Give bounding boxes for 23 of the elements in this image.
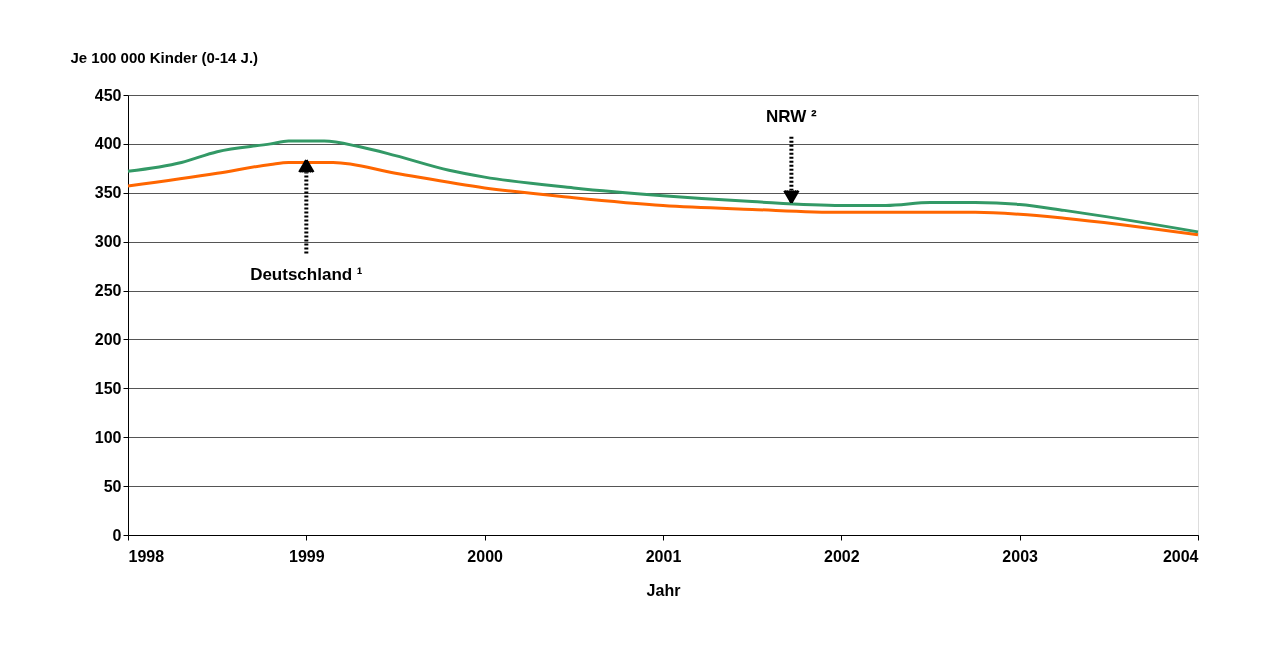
x-tick-label: 2004 [1162, 547, 1199, 565]
y-tick-label: 400 [94, 135, 122, 153]
y-tick-label: 450 [94, 86, 122, 104]
y-tick-label: 250 [94, 282, 122, 300]
line-series [126, 139, 1200, 234]
y-tick-label: 0 [112, 526, 122, 544]
x-tick-label: 2002 [824, 547, 860, 565]
text: Deutschland ¹ [250, 265, 363, 285]
y-tick-label: 150 [94, 379, 122, 397]
text: NRW ² [766, 107, 818, 126]
line-series [126, 160, 1200, 237]
y-tick-label: 300 [94, 233, 122, 251]
y-tick-label: 100 [94, 428, 122, 446]
x-axis-title: Jahr [646, 581, 681, 599]
y-tick-label: 50 [103, 477, 122, 495]
x-tick-label: 1999 [289, 547, 325, 565]
x-tick-label: 1998 [128, 547, 165, 565]
x-tick-label: 2003 [1002, 547, 1039, 565]
y-tick-label: 200 [94, 330, 122, 348]
y-axis-title: Je 100 000 Kinder (0-14 J.) [70, 48, 259, 66]
x-tick-label: 2001 [645, 547, 682, 565]
y-tick-label: 350 [94, 184, 122, 202]
x-tick-label: 2000 [467, 547, 504, 565]
